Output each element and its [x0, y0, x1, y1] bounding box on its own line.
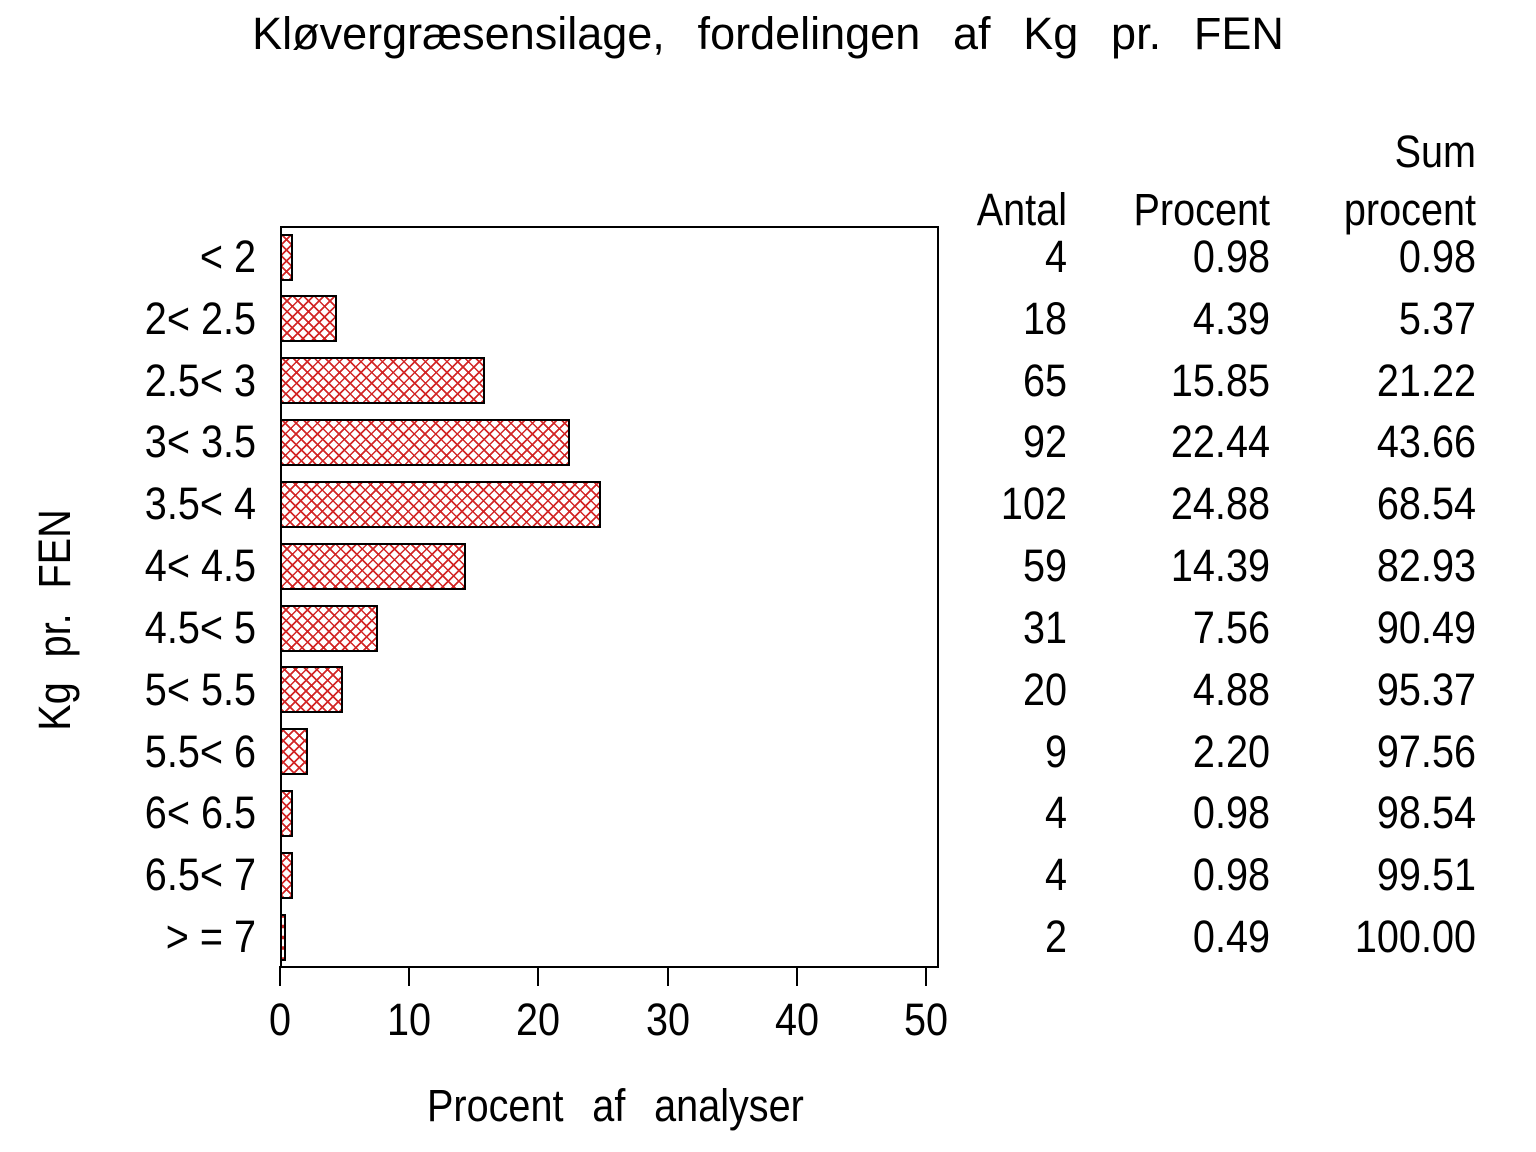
bar — [280, 790, 293, 837]
x-axis-tick-label: 0 — [268, 994, 292, 1045]
table-cell-sum-procent: 99.51 — [1376, 849, 1476, 901]
x-axis-tick — [925, 966, 927, 986]
table-cell-antal: 92 — [1022, 416, 1067, 468]
x-axis-tick-label: 30 — [645, 994, 690, 1045]
bar — [280, 666, 343, 714]
y-axis-label: 4.5< 5 — [144, 601, 256, 653]
table-cell-sum-procent: 5.37 — [1398, 292, 1476, 344]
bar — [280, 295, 337, 343]
x-axis-tick — [537, 966, 540, 986]
bar — [280, 604, 378, 652]
table-cell-sum-procent: 21.22 — [1376, 354, 1476, 406]
table-cell-antal: 59 — [1022, 540, 1067, 592]
table-header-sum-line2: procent — [1343, 184, 1476, 235]
plot-area — [280, 226, 939, 968]
bar — [280, 233, 293, 281]
table-cell-sum-procent: 90.49 — [1376, 601, 1476, 653]
table-header-procent: Procent — [1133, 184, 1270, 235]
y-axis-label: 3.5< 4 — [144, 478, 256, 530]
table-cell-antal: 31 — [1022, 601, 1067, 653]
table-cell-procent: 22.44 — [1170, 416, 1270, 468]
y-axis-label: 6.5< 7 — [144, 849, 256, 901]
y-axis-label: > = 7 — [165, 911, 256, 963]
chart-title: Kløvergræsensilage, fordelingen af Kg pr… — [252, 8, 1284, 59]
table-cell-antal: 4 — [1044, 787, 1067, 839]
table-cell-procent: 0.98 — [1192, 787, 1270, 839]
x-axis-tick-label: 40 — [774, 994, 819, 1045]
table-cell-antal: 4 — [1044, 849, 1067, 901]
table-cell-procent: 2.20 — [1192, 725, 1270, 777]
table-cell-procent: 0.98 — [1192, 230, 1270, 282]
table-cell-antal: 9 — [1044, 725, 1067, 777]
table-cell-sum-procent: 82.93 — [1376, 540, 1476, 592]
table-cell-antal: 2 — [1044, 911, 1067, 963]
table-cell-procent: 4.39 — [1192, 292, 1270, 344]
table-cell-procent: 24.88 — [1170, 478, 1270, 530]
bar — [280, 357, 485, 405]
x-axis-title: Procent af analyser — [427, 1080, 804, 1131]
table-cell-procent: 14.39 — [1170, 540, 1270, 592]
table-cell-procent: 15.85 — [1170, 354, 1270, 406]
table-cell-procent: 7.56 — [1192, 601, 1270, 653]
x-axis-tick-label: 20 — [516, 994, 561, 1045]
x-axis-tick — [408, 966, 411, 986]
bar — [280, 913, 287, 961]
table-cell-sum-procent: 95.37 — [1376, 663, 1476, 715]
table-cell-procent: 0.49 — [1192, 911, 1270, 963]
table-cell-procent: 4.88 — [1192, 663, 1270, 715]
x-axis-tick — [795, 966, 798, 986]
x-axis-tick — [666, 966, 669, 986]
table-header-sum-line1: Sum — [1394, 126, 1476, 177]
table-cell-sum-procent: 100.00 — [1354, 911, 1476, 963]
y-axis-label: 2< 2.5 — [144, 292, 256, 344]
table-cell-antal: 65 — [1022, 354, 1067, 406]
x-axis-tick-label: 10 — [387, 994, 432, 1045]
y-axis-label: 4< 4.5 — [144, 540, 256, 592]
table-cell-sum-procent: 0.98 — [1398, 230, 1476, 282]
table-cell-sum-procent: 97.56 — [1376, 725, 1476, 777]
y-axis-label: 5.5< 6 — [144, 725, 256, 777]
bar — [280, 728, 309, 776]
y-axis-label: < 2 — [199, 230, 256, 282]
table-cell-antal: 18 — [1022, 292, 1067, 344]
table-cell-antal: 20 — [1022, 663, 1067, 715]
bar — [280, 851, 293, 899]
table-cell-sum-procent: 98.54 — [1376, 787, 1476, 839]
table-cell-sum-procent: 68.54 — [1376, 478, 1476, 530]
y-axis-label: 5< 5.5 — [144, 663, 256, 715]
y-axis-label: 2.5< 3 — [144, 354, 256, 406]
table-cell-antal: 4 — [1044, 230, 1067, 282]
x-axis-tick-label: 50 — [903, 994, 949, 1045]
x-axis-tick — [279, 966, 281, 986]
table-cell-sum-procent: 43.66 — [1376, 416, 1476, 468]
table-cell-antal: 102 — [1000, 478, 1067, 530]
bar — [280, 542, 466, 590]
y-axis-label: 6< 6.5 — [144, 787, 256, 839]
bar — [280, 419, 570, 466]
table-header-antal: Antal — [976, 184, 1067, 235]
table-cell-procent: 0.98 — [1192, 849, 1270, 901]
bar — [280, 480, 602, 528]
y-axis-label: 3< 3.5 — [144, 416, 256, 468]
